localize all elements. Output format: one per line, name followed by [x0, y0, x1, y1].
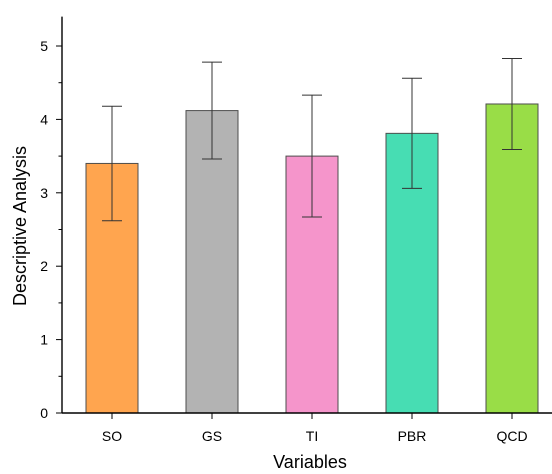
y-tick-label: 5	[40, 38, 48, 54]
y-tick-label: 1	[40, 332, 48, 348]
bar-qcd	[485, 103, 539, 414]
x-tick-label-so: SO	[102, 428, 122, 444]
x-tick-label-gs: GS	[202, 428, 222, 444]
bar-gs	[185, 110, 239, 414]
x-tick-label-pbr: PBR	[398, 428, 427, 444]
x-axis-title: Variables	[273, 452, 347, 472]
y-axis-title: Descriptive Analysis	[10, 146, 30, 306]
axes: SO GS TI PBR QCD 0 1 2 3 4 5	[40, 16, 552, 444]
y-tick-label: 3	[40, 185, 48, 201]
x-tick-label-qcd: QCD	[496, 428, 527, 444]
y-tick-label: 0	[40, 405, 48, 421]
y-tick-label: 2	[40, 258, 48, 274]
y-tick-label: 4	[40, 111, 48, 127]
error-bars	[102, 57, 522, 222]
x-tick-label-ti: TI	[306, 428, 318, 444]
